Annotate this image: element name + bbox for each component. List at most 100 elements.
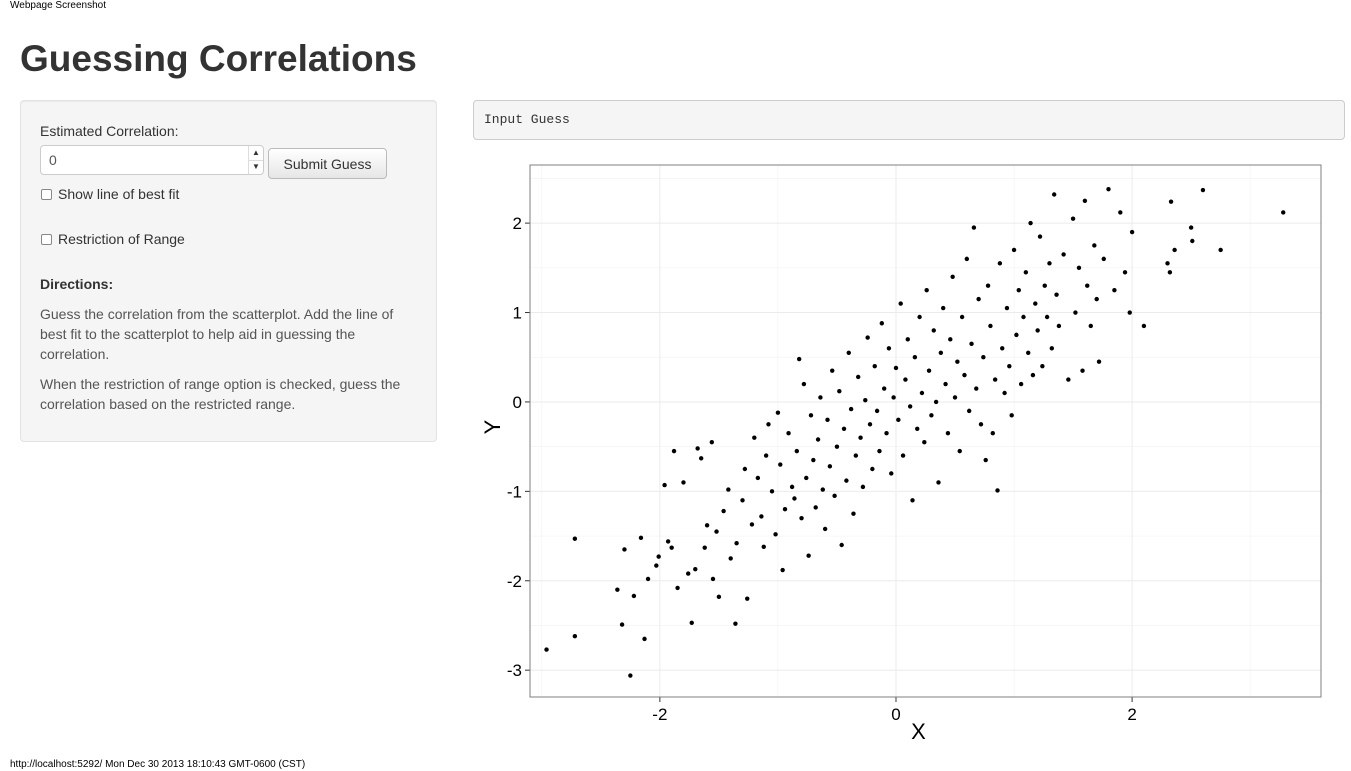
data-point [865, 335, 870, 340]
data-point [1106, 186, 1111, 192]
scatter-plot: -2 0 2 -3 -2 -1 0 1 2 X Y [480, 164, 1322, 744]
sidebar-panel: Estimated Correlation: 0 ▲ ▼ Submit Gues… [20, 100, 437, 442]
data-point [860, 484, 866, 490]
data-point [870, 466, 875, 472]
data-point [1028, 220, 1033, 226]
data-point [780, 567, 785, 573]
data-point [950, 274, 955, 279]
data-point [1101, 256, 1106, 262]
data-point [638, 535, 644, 541]
data-point [907, 404, 913, 409]
data-point [959, 314, 965, 320]
data-point [1118, 210, 1123, 215]
data-point [693, 566, 698, 572]
correlation-input[interactable]: 0 ▲ ▼ [40, 145, 264, 175]
data-point [689, 620, 694, 625]
data-point [912, 355, 918, 360]
data-point [903, 377, 908, 382]
data-point [1033, 301, 1038, 306]
data-point [990, 431, 995, 436]
y-tick-label: 0 [513, 393, 522, 412]
data-point [832, 493, 837, 499]
data-point [893, 365, 899, 371]
data-point [858, 435, 863, 440]
data-point [1004, 305, 1010, 311]
data-point [1218, 247, 1223, 253]
data-point [839, 542, 844, 548]
guess-output-text: Input Guess [484, 112, 570, 127]
data-point [1070, 216, 1076, 221]
data-point [642, 636, 647, 642]
data-point [818, 395, 823, 400]
data-point [837, 389, 842, 394]
data-point [856, 374, 861, 380]
data-point [1076, 265, 1082, 271]
correlation-input-value: 0 [49, 152, 57, 168]
data-point [820, 487, 825, 492]
show-fit-checkbox[interactable] [41, 189, 52, 200]
number-spinner[interactable]: ▲ ▼ [248, 146, 263, 174]
data-point [943, 381, 948, 387]
x-tick-label: 0 [891, 705, 900, 724]
data-point [834, 444, 840, 449]
data-point [884, 431, 889, 436]
data-point [992, 377, 998, 382]
data-point [1092, 243, 1097, 248]
data-point [997, 261, 1003, 266]
data-point [1094, 296, 1099, 302]
data-point [704, 523, 710, 528]
data-point [782, 507, 788, 512]
data-point [662, 482, 667, 488]
data-point [786, 431, 791, 436]
data-point [889, 471, 894, 476]
data-point [978, 422, 984, 427]
data-point [1082, 198, 1088, 203]
spin-up-icon[interactable]: ▲ [249, 146, 263, 161]
data-point [716, 594, 722, 600]
data-point [830, 368, 835, 373]
data-point [915, 426, 920, 431]
restriction-label[interactable]: Restriction of Range [58, 231, 185, 247]
data-point [822, 526, 828, 532]
data-point [813, 505, 818, 510]
data-point [827, 464, 833, 469]
data-point [936, 480, 941, 485]
status-bar: http://localhost:5292/ Mon Dec 30 2013 1… [10, 759, 306, 770]
data-point [1014, 332, 1019, 338]
y-tick-label: -3 [507, 661, 522, 680]
data-point [1172, 247, 1177, 253]
data-point [945, 431, 951, 436]
data-point [792, 496, 797, 501]
data-point [775, 410, 781, 415]
data-point [1188, 225, 1194, 230]
data-point [773, 532, 778, 537]
data-point [851, 511, 856, 516]
directions-heading: Directions: [40, 276, 114, 292]
data-point [615, 587, 620, 592]
show-fit-label[interactable]: Show line of best fit [58, 186, 180, 202]
data-point [867, 422, 873, 427]
data-point [671, 448, 677, 454]
data-point [734, 541, 739, 546]
data-point [1281, 210, 1286, 215]
data-point [1088, 323, 1093, 329]
data-point [544, 647, 549, 652]
x-tick-label: -2 [652, 705, 667, 724]
data-point [926, 368, 932, 373]
data-point [872, 363, 877, 369]
data-point [669, 545, 674, 550]
data-point [656, 554, 661, 559]
data-point [891, 395, 896, 400]
data-point [1085, 283, 1090, 288]
restriction-checkbox[interactable] [41, 234, 52, 245]
data-point [794, 448, 800, 454]
data-point [710, 576, 716, 582]
data-point [1044, 314, 1050, 320]
spin-down-icon[interactable]: ▼ [252, 162, 260, 171]
data-point [1026, 350, 1031, 355]
x-tick-label: 2 [1127, 705, 1136, 724]
data-point [702, 545, 707, 550]
data-point [752, 435, 757, 440]
data-point [948, 337, 953, 342]
submit-guess-button[interactable]: Submit Guess [268, 148, 387, 179]
